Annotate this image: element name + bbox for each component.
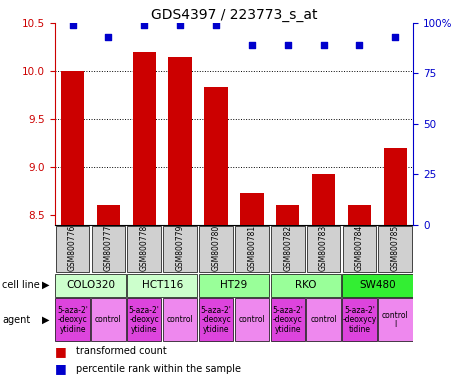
Text: ▶: ▶	[42, 314, 50, 325]
Bar	[342, 226, 376, 272]
Text: 5-aza-2'
-deoxycy
tidine: 5-aza-2' -deoxycy tidine	[342, 306, 377, 334]
Point	[391, 34, 399, 40]
Bar	[127, 226, 161, 272]
Point	[320, 42, 327, 48]
Point	[141, 22, 148, 28]
Bar	[56, 226, 89, 272]
Text: GSM800784: GSM800784	[355, 225, 364, 271]
Bar	[56, 298, 90, 341]
Bar	[342, 274, 412, 296]
Bar	[92, 226, 125, 272]
Title: GDS4397 / 223773_s_at: GDS4397 / 223773_s_at	[151, 8, 317, 22]
Text: percentile rank within the sample: percentile rank within the sample	[76, 364, 241, 374]
Text: SW480: SW480	[359, 280, 396, 290]
Text: control
l: control l	[382, 311, 408, 329]
Text: HT29: HT29	[220, 280, 247, 290]
Bar	[306, 298, 341, 341]
Point	[248, 42, 256, 48]
Bar	[61, 71, 84, 225]
Bar	[127, 274, 197, 296]
Text: control: control	[310, 315, 337, 324]
Text: agent: agent	[2, 314, 30, 325]
Point	[356, 42, 363, 48]
Point	[284, 42, 292, 48]
Text: GSM800783: GSM800783	[319, 225, 328, 271]
Bar	[204, 88, 228, 225]
Text: HCT116: HCT116	[142, 280, 183, 290]
Text: COLO320: COLO320	[66, 280, 115, 290]
Bar	[56, 274, 125, 296]
Point	[176, 22, 184, 28]
Text: 5-aza-2'
-deoxyc
ytidine: 5-aza-2' -deoxyc ytidine	[200, 306, 231, 334]
Bar	[163, 226, 197, 272]
Text: ■: ■	[55, 345, 70, 358]
Bar	[348, 205, 371, 225]
Bar	[240, 193, 264, 225]
Bar	[235, 226, 269, 272]
Text: GSM800778: GSM800778	[140, 225, 149, 271]
Text: GSM800776: GSM800776	[68, 225, 77, 271]
Bar	[199, 298, 233, 341]
Point	[212, 22, 220, 28]
Bar	[163, 298, 197, 341]
Text: ▶: ▶	[42, 280, 50, 290]
Bar	[127, 298, 162, 341]
Text: control: control	[167, 315, 193, 324]
Point	[104, 34, 112, 40]
Text: GSM800785: GSM800785	[391, 225, 400, 271]
Text: GSM800779: GSM800779	[176, 225, 185, 271]
Bar	[199, 226, 233, 272]
Text: GSM800781: GSM800781	[247, 225, 257, 271]
Bar	[342, 298, 377, 341]
Text: 5-aza-2'
-deoxyc
ytidine: 5-aza-2' -deoxyc ytidine	[57, 306, 88, 334]
Bar	[169, 56, 192, 225]
Text: 5-aza-2'
-deoxyc
ytidine: 5-aza-2' -deoxyc ytidine	[272, 306, 303, 334]
Text: RKO: RKO	[295, 280, 316, 290]
Bar	[384, 148, 407, 225]
Bar	[378, 298, 412, 341]
Bar	[312, 174, 335, 225]
Text: 5-aza-2'
-deoxyc
ytidine: 5-aza-2' -deoxyc ytidine	[129, 306, 160, 334]
Bar	[271, 226, 304, 272]
Bar	[133, 52, 156, 225]
Text: ■: ■	[55, 362, 70, 375]
Text: control: control	[238, 315, 265, 324]
Text: control: control	[95, 315, 122, 324]
Text: transformed count: transformed count	[76, 346, 167, 356]
Bar	[199, 274, 269, 296]
Bar	[97, 205, 120, 225]
Bar	[271, 298, 305, 341]
Text: cell line: cell line	[2, 280, 40, 290]
Bar	[307, 226, 341, 272]
Point	[69, 22, 76, 28]
Bar	[379, 226, 412, 272]
Bar	[235, 298, 269, 341]
Bar	[271, 274, 341, 296]
Text: GSM800782: GSM800782	[283, 225, 292, 271]
Bar	[91, 298, 125, 341]
Text: GSM800777: GSM800777	[104, 225, 113, 271]
Text: GSM800780: GSM800780	[211, 225, 220, 271]
Bar	[276, 205, 299, 225]
